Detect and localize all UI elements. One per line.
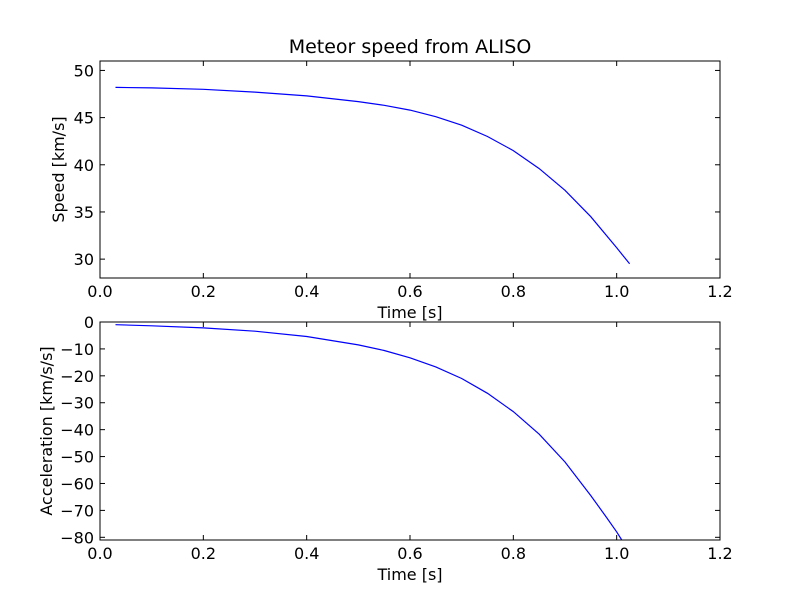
- acceleration-x-tick-label: 1.0: [604, 544, 629, 563]
- acceleration-x-tick-label: 0.8: [501, 544, 526, 563]
- acceleration-y-tick-label: −70: [60, 501, 94, 520]
- speed-x-tick-label: 0.0: [87, 282, 112, 301]
- acceleration-y-tick-label: −10: [60, 340, 94, 359]
- acceleration-x-tick-label: 0.2: [191, 544, 216, 563]
- acceleration-x-tick-label: 1.2: [707, 544, 732, 563]
- acceleration-y-tick-label: −60: [60, 474, 94, 493]
- acceleration-y-tick-label: −50: [60, 448, 94, 467]
- speed-y-tick-label: 40: [74, 156, 94, 175]
- speed-plot-frame: [99, 60, 721, 279]
- speed-x-tick-label: 1.0: [604, 282, 629, 301]
- speed-x-tick-label: 0.6: [397, 282, 422, 301]
- speed-chart: 0.0 0.2 0.4 0.6 0.8 1.0 1.2 30 35 40 45 50 Time [s…: [49, 60, 733, 322]
- acceleration-y-tick-label: −40: [60, 421, 94, 440]
- speed-y-tick-label: 35: [74, 203, 94, 222]
- acceleration-y-tick-label: −20: [60, 367, 94, 386]
- acceleration-series: [115, 324, 623, 541]
- acceleration-y-tick-label: −30: [60, 394, 94, 413]
- speed-x-tick-label: 0.2: [191, 282, 216, 301]
- speed-series: [115, 86, 631, 265]
- acceleration-y-axis-label: Acceleration [km/s/s]: [37, 346, 56, 515]
- acceleration-chart: 0.0 0.2 0.4 0.6 0.8 1.0 1.2 0 −10 −20 −30 −40 −50 −6…: [37, 313, 733, 584]
- speed-x-axis-label: Time [s]: [376, 303, 442, 322]
- speed-x-tick-label: 0.4: [294, 282, 319, 301]
- acceleration-x-tick-label: 0.0: [87, 544, 112, 563]
- speed-y-tick-label: 45: [74, 109, 94, 128]
- acceleration-y-ticks: 0 −10 −20 −30 −40 −50 −60 −70 −80: [60, 313, 720, 547]
- acceleration-x-ticks: 0.0 0.2 0.4 0.6 0.8 1.0 1.2: [87, 322, 733, 563]
- acceleration-x-axis-label: Time [s]: [376, 565, 442, 584]
- speed-x-tick-label: 0.8: [501, 282, 526, 301]
- acceleration-series-line: [115, 324, 623, 541]
- acceleration-y-tick-label: −80: [60, 528, 94, 547]
- acceleration-x-tick-label: 0.6: [397, 544, 422, 563]
- acceleration-x-tick-label: 0.4: [294, 544, 319, 563]
- speed-series-line: [115, 86, 631, 265]
- speed-x-ticks: 0.0 0.2 0.4 0.6 0.8 1.0 1.2: [87, 61, 733, 301]
- speed-y-axis-label: Speed [km/s]: [49, 116, 68, 222]
- acceleration-y-tick-label: 0: [84, 313, 94, 332]
- speed-y-tick-label: 30: [74, 250, 94, 269]
- speed-x-tick-label: 1.2: [707, 282, 732, 301]
- acceleration-plot-frame: [99, 321, 721, 541]
- chart-title: Meteor speed from ALISO: [289, 36, 532, 58]
- speed-y-tick-label: 50: [74, 61, 94, 80]
- speed-y-ticks: 30 35 40 45 50: [74, 61, 720, 269]
